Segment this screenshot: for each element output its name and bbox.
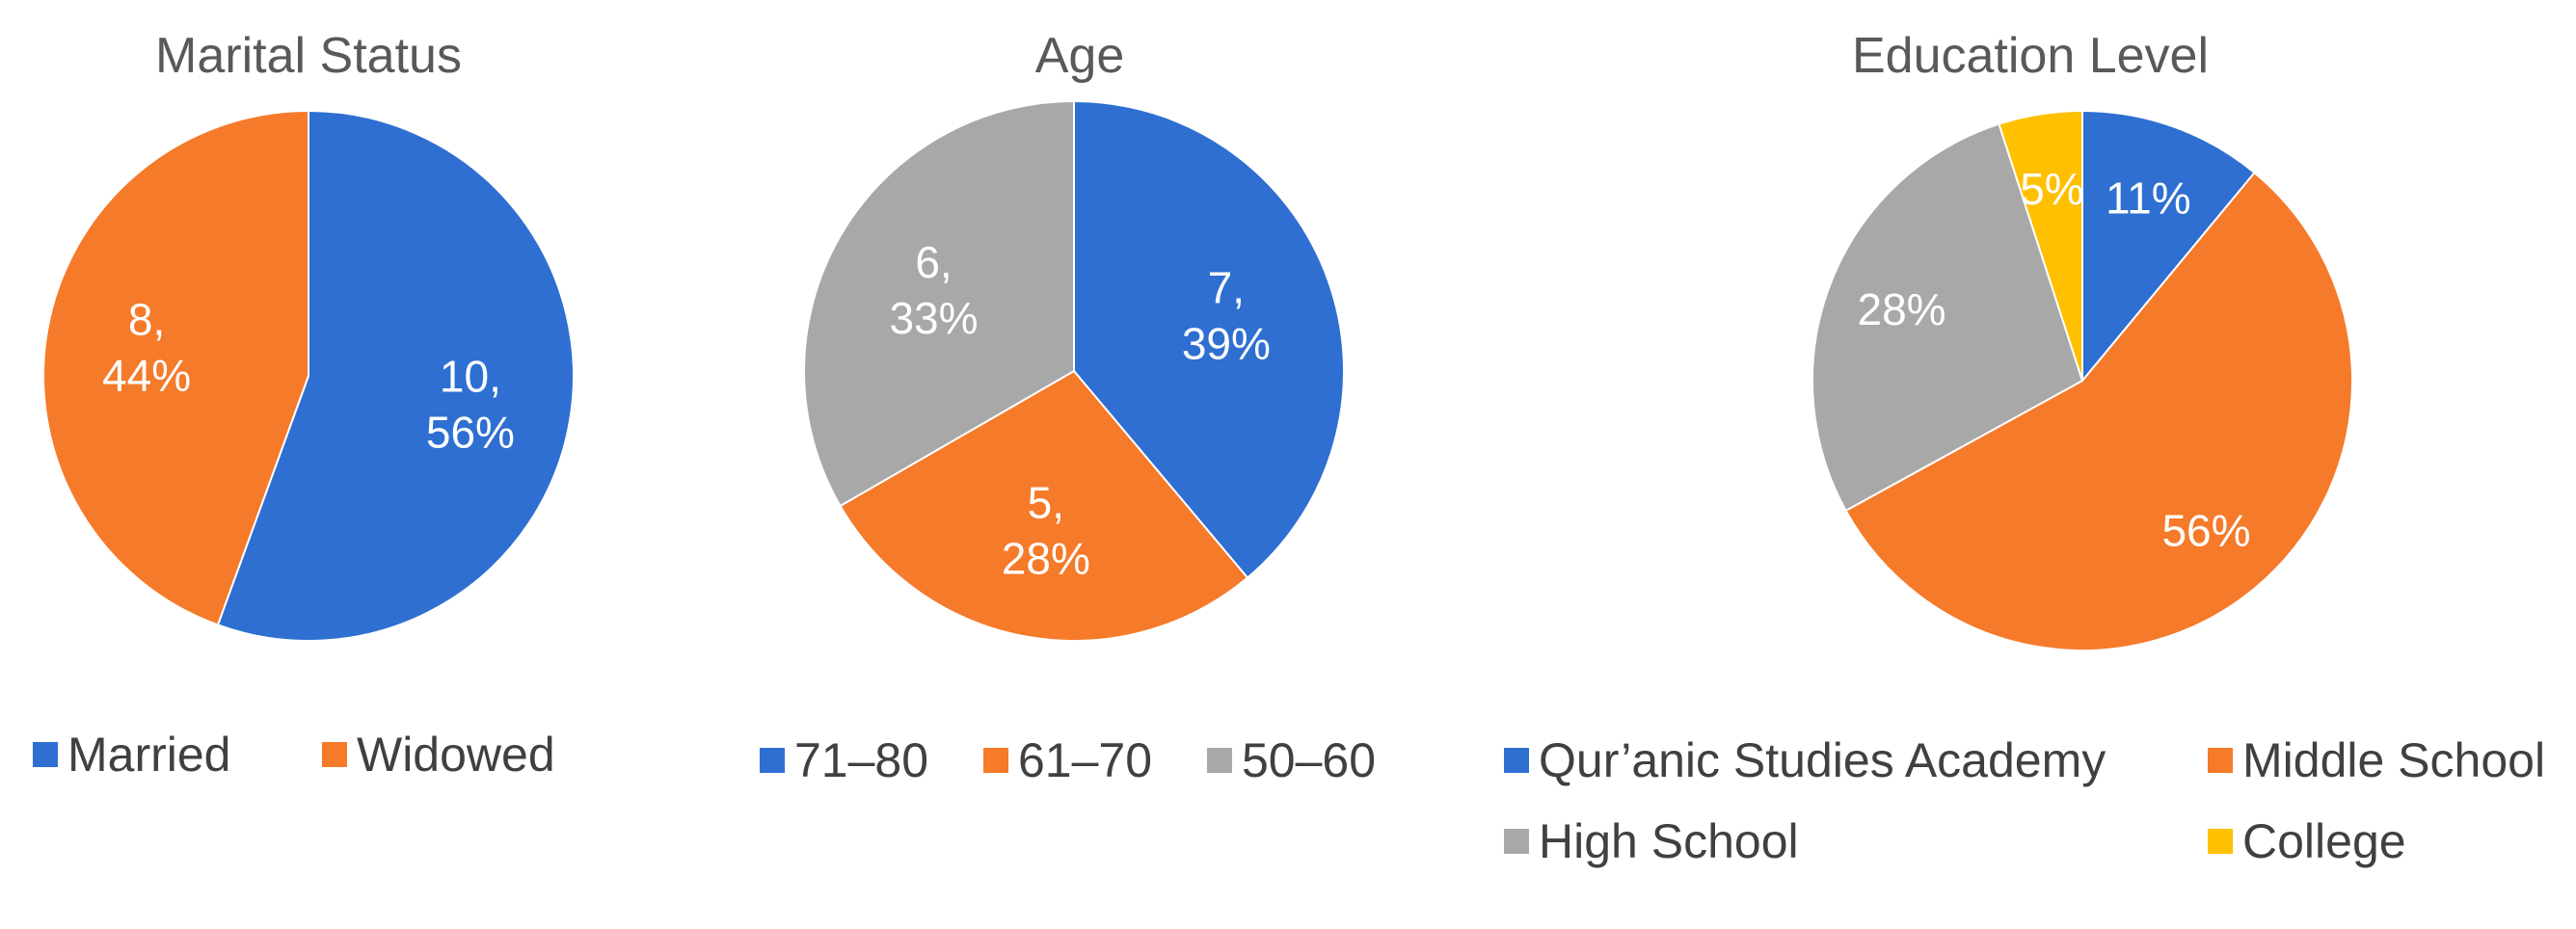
legend-label: Qur’anic Studies Academy <box>1539 733 2106 787</box>
pie-slice-college <box>1998 109 2083 382</box>
legend-item-widowed: Widowed <box>322 727 611 783</box>
legend-marital-status: Married Widowed <box>33 727 631 783</box>
legend-label: High School <box>1539 814 1799 868</box>
pie-slice-high-school <box>1811 122 2084 513</box>
legend-education-level: Qur’anic Studies Academy Middle School Hig… <box>1504 732 2574 869</box>
legend-label: 71–80 <box>794 733 929 787</box>
legend-label: 61–70 <box>1018 733 1153 787</box>
legend-label: Married <box>67 728 231 782</box>
legend-item-qur-anic-studies-academy: Qur’anic Studies Academy <box>1504 732 2208 788</box>
legend-swatch <box>33 742 58 767</box>
legend-swatch <box>2208 748 2233 773</box>
chart-marital-status: Marital Status 10, 56% 8, 44% Married Widowe… <box>0 0 617 929</box>
pie-slice-widowed <box>42 109 309 626</box>
legend-swatch <box>322 742 347 767</box>
data-label-middle-school: 56% <box>2161 505 2250 555</box>
legend-label: Middle School <box>2242 733 2546 787</box>
legend-item-61-70: 61–70 <box>983 732 1207 788</box>
legend-item-middle-school: Middle School <box>2208 732 2574 788</box>
legend-item-50-60: 50–60 <box>1207 732 1419 788</box>
data-label-married: 10, 56% <box>426 352 515 458</box>
legend-item-high-school: High School <box>1504 813 2208 869</box>
legend-swatch <box>983 748 1008 773</box>
data-label-71-80: 7, 39% <box>1182 263 1271 369</box>
data-label-61-70: 5, 28% <box>1002 477 1090 583</box>
chart-title: Education Level <box>1851 28 2210 84</box>
pie-age: 7, 39% 5, 28% 6, 33% <box>803 99 1345 642</box>
pie-marital-status: 10, 56% 8, 44% <box>42 109 575 642</box>
legend-label: College <box>2242 814 2406 868</box>
data-label-widowed: 8, 44% <box>102 294 191 400</box>
legend-swatch <box>1504 748 1529 773</box>
pie-education-level: 11% 56% 28% 5% <box>1811 109 2353 651</box>
data-label-qur-anic-studies-academy: 11% <box>2106 173 2191 223</box>
legend-item-college: College <box>2208 813 2497 869</box>
chart-age: Age 7, 39% 5, 28% 6, 33% 71–80 61–70 50–60 <box>733 0 1427 929</box>
pie-slice-married <box>216 109 575 642</box>
legend-swatch <box>1207 748 1232 773</box>
legend-label: 50–60 <box>1242 733 1377 787</box>
chart-education-level: Education Level 11% 56% 28% 5% Qur’anic Stu… <box>1485 0 2576 929</box>
pie-slice-qur-anic-studies-academy <box>2081 109 2256 384</box>
legend-swatch <box>1504 829 1529 854</box>
data-label-college: 5% <box>2020 164 2083 214</box>
pie-slice-middle-school <box>1844 171 2353 651</box>
legend-swatch <box>2208 829 2233 854</box>
legend-item-71-80: 71–80 <box>760 732 983 788</box>
legend-item-married: Married <box>33 727 322 783</box>
pie-slice-50-60 <box>803 99 1075 508</box>
legend-swatch <box>760 748 785 773</box>
legend-label: Widowed <box>357 728 555 782</box>
pie-slice-71-80 <box>1073 99 1345 579</box>
data-label-50-60: 6, 33% <box>889 237 978 343</box>
chart-title: Marital Status <box>155 28 462 84</box>
pie-slice-61-70 <box>839 369 1249 642</box>
chart-title: Age <box>1034 28 1125 84</box>
legend-age: 71–80 61–70 50–60 <box>760 732 1425 788</box>
data-label-high-school: 28% <box>1858 284 1946 334</box>
